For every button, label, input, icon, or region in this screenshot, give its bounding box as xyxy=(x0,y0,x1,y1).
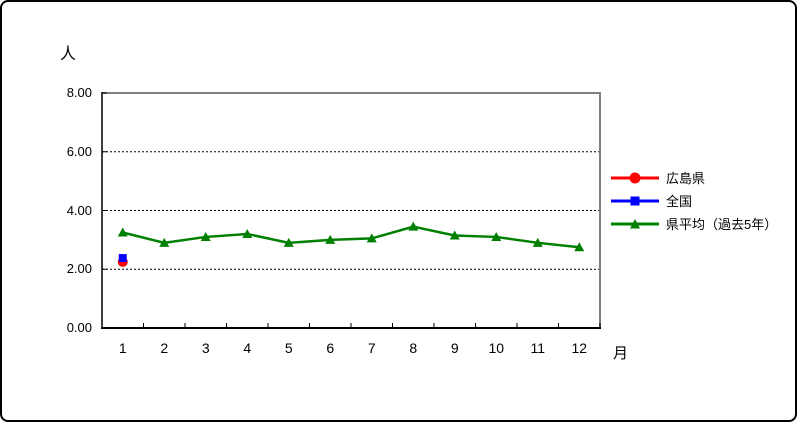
legend-label: 県平均（過去5年） xyxy=(666,217,778,232)
legend-circle-icon xyxy=(611,172,659,183)
legend-triangle-icon xyxy=(611,218,659,228)
data-point-triangle xyxy=(408,221,419,231)
legend-item: 県平均（過去5年） xyxy=(610,212,777,235)
x-tick-label: 7 xyxy=(367,340,376,356)
data-point-triangle xyxy=(159,237,170,247)
data-point-square xyxy=(118,254,127,263)
x-tick-label: 3 xyxy=(201,340,210,356)
x-tick-label: 6 xyxy=(326,340,335,356)
data-point-triangle xyxy=(574,242,585,252)
data-point-triangle xyxy=(283,237,294,247)
y-tick-label: 0.00 xyxy=(66,320,92,335)
y-tick-label: 4.00 xyxy=(66,202,92,218)
y-tick-label: 8.00 xyxy=(66,85,92,100)
x-tick-label: 2 xyxy=(160,340,169,356)
x-tick-label: 12 xyxy=(571,340,588,356)
x-tick-label: 10 xyxy=(488,340,505,356)
x-tick-label: 5 xyxy=(284,340,293,356)
data-point-triangle xyxy=(117,227,128,237)
legend-item: 広島県 xyxy=(610,166,777,189)
data-point-triangle xyxy=(449,230,460,240)
data-point-triangle xyxy=(325,234,336,244)
data-point-triangle xyxy=(242,229,253,238)
y-tick-label: 2.00 xyxy=(66,261,92,277)
legend-square-icon xyxy=(611,196,659,205)
x-tick-label: 8 xyxy=(409,340,418,356)
x-axis-title: 月 xyxy=(613,345,629,362)
y-tick-label: 6.00 xyxy=(66,143,92,159)
legend-label: 広島県 xyxy=(666,171,706,186)
data-point-triangle xyxy=(366,233,377,243)
x-tick-label: 4 xyxy=(243,340,252,356)
legend-label: 全国 xyxy=(666,194,693,209)
series-line-2 xyxy=(122,225,580,249)
x-tick-label: 1 xyxy=(118,340,127,356)
legend-item: 全国 xyxy=(610,189,777,212)
data-point-triangle xyxy=(532,237,543,247)
legend: 広島県全国県平均（過去5年） xyxy=(610,166,777,235)
data-point-triangle xyxy=(491,231,502,241)
data-point-triangle xyxy=(200,231,211,241)
x-tick-label: 11 xyxy=(530,340,546,356)
x-tick-label: 9 xyxy=(450,340,459,356)
y-axis-title: 人 xyxy=(60,46,77,63)
